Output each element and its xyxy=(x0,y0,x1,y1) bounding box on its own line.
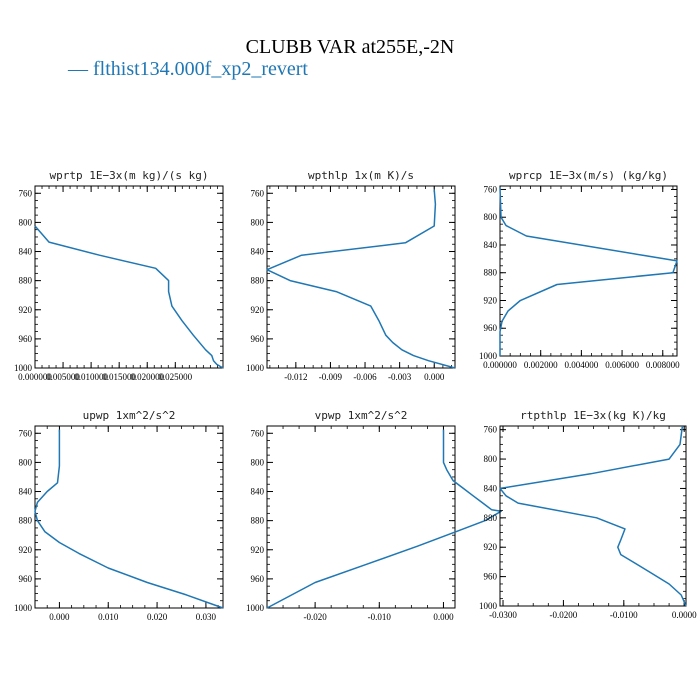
legend: — flthist134.000f_xp2_revert xyxy=(68,58,308,81)
x-tick-label: -0.003 xyxy=(388,372,412,382)
x-tick-label: 0.000000 xyxy=(483,360,517,370)
panel-title: upwp 1xm^2/s^2 xyxy=(83,409,176,422)
y-tick-label: 960 xyxy=(484,572,498,582)
plot-frame xyxy=(499,425,687,607)
x-tick-label: 0.010 xyxy=(98,612,119,622)
panel-vpwp: vpwp 1xm^2/s^2 760 800 840 880 920 960 1000 -0.0… xyxy=(246,409,502,622)
x-tick-label: 0.000 xyxy=(424,372,445,382)
series-line xyxy=(266,189,456,369)
y-tick-label: 840 xyxy=(19,247,33,257)
panel-wpthlp: wpthlp 1x(m K)/s 760 800 840 880 920 960 1000 -0… xyxy=(246,169,456,382)
x-tick-label: 0.025000 xyxy=(158,372,192,382)
y-tick-label: 1000 xyxy=(14,363,33,373)
x-tick-label: -0.020 xyxy=(303,612,327,622)
y-tick-label: 960 xyxy=(251,334,265,344)
y-tick-label: 800 xyxy=(19,217,33,227)
x-tick-label: -0.0100 xyxy=(610,610,638,620)
series-line xyxy=(34,225,224,369)
y-tick-label: 880 xyxy=(251,516,265,526)
y-tick-label: 840 xyxy=(251,247,265,257)
x-tick-label: 0.000 xyxy=(433,612,454,622)
panel-rtpthlp: rtpthlp 1E−3x(kg K)/kg 760 800 840 880 920 960… xyxy=(479,409,697,620)
y-tick-label: 800 xyxy=(251,457,265,467)
y-tick-label: 880 xyxy=(484,513,498,523)
y-tick-label: 1000 xyxy=(479,351,498,361)
panel-title: wpthlp 1x(m K)/s xyxy=(308,169,414,182)
panel-title: wprcp 1E−3x(m/s) (kg/kg) xyxy=(509,169,668,182)
plot-frame xyxy=(34,425,224,609)
y-tick-label: 840 xyxy=(484,483,498,493)
series-line xyxy=(499,425,687,607)
plot-frame xyxy=(34,185,224,369)
y-tick-label: 920 xyxy=(251,305,265,315)
y-tick-label: 760 xyxy=(484,425,498,435)
series-line xyxy=(266,429,502,609)
y-tick-label: 880 xyxy=(251,276,265,286)
panel-title: wprtp 1E−3x(m kg)/(s kg) xyxy=(50,169,209,182)
y-tick-label: 920 xyxy=(484,295,498,305)
x-tick-label: 0.010000 xyxy=(74,372,108,382)
panel-wprcp: wprcp 1E−3x(m/s) (kg/kg) 760 800 840 880 920 9… xyxy=(479,169,680,370)
y-tick-label: 1000 xyxy=(479,601,498,611)
panel-upwp: upwp 1xm^2/s^2 760 800 840 880 920 960 1000 0.00… xyxy=(14,409,224,622)
plot-frame xyxy=(266,425,456,609)
y-tick-label: 840 xyxy=(484,240,498,250)
y-tick-label: 840 xyxy=(251,487,265,497)
x-tick-label: 0.0000 xyxy=(672,610,697,620)
y-tick-label: 1000 xyxy=(14,603,33,613)
x-tick-label: 0.000000 xyxy=(18,372,52,382)
y-tick-label: 760 xyxy=(251,188,265,198)
plot-frame xyxy=(499,185,678,357)
x-tick-label: -0.009 xyxy=(319,372,343,382)
x-tick-label: 0.015000 xyxy=(102,372,136,382)
y-tick-label: 920 xyxy=(19,305,33,315)
legend-label: flthist134.000f_xp2_revert xyxy=(93,58,308,80)
main-title: CLUBB VAR at255E,-2N xyxy=(245,36,455,58)
x-tick-label: 0.008000 xyxy=(646,360,680,370)
x-tick-label: 0.004000 xyxy=(565,360,599,370)
x-tick-label: 0.005000 xyxy=(46,372,80,382)
y-tick-label: 920 xyxy=(19,545,33,555)
y-tick-label: 960 xyxy=(19,334,33,344)
y-tick-label: 960 xyxy=(251,574,265,584)
y-tick-label: 880 xyxy=(19,516,33,526)
y-tick-label: 760 xyxy=(251,428,265,438)
x-tick-label: 0.020000 xyxy=(130,372,164,382)
y-tick-label: 920 xyxy=(251,545,265,555)
y-tick-label: 840 xyxy=(19,487,33,497)
series-line xyxy=(499,187,678,356)
y-tick-label: 920 xyxy=(484,542,498,552)
y-tick-label: 1000 xyxy=(246,363,265,373)
panel-wprtp: wprtp 1E−3x(m kg)/(s kg) 760 800 840 880 920 9… xyxy=(14,169,224,382)
x-tick-label: 0.020 xyxy=(147,612,168,622)
y-tick-label: 880 xyxy=(19,276,33,286)
panel-title: rtpthlp 1E−3x(kg K)/kg xyxy=(520,409,666,422)
panel-title: vpwp 1xm^2/s^2 xyxy=(315,409,408,422)
x-tick-label: 0.000 xyxy=(49,612,70,622)
y-tick-label: 960 xyxy=(19,574,33,584)
series-line xyxy=(34,429,224,609)
y-tick-label: 880 xyxy=(484,268,498,278)
x-tick-label: -0.010 xyxy=(368,612,392,622)
y-tick-label: 800 xyxy=(251,217,265,227)
y-tick-label: 760 xyxy=(19,188,33,198)
legend-line-icon: — xyxy=(68,58,88,80)
y-tick-label: 800 xyxy=(19,457,33,467)
x-tick-label: 0.002000 xyxy=(524,360,558,370)
y-tick-label: 760 xyxy=(484,184,498,194)
y-tick-label: 960 xyxy=(484,323,498,333)
x-tick-label: -0.0200 xyxy=(550,610,578,620)
x-tick-label: -0.0300 xyxy=(489,610,517,620)
x-tick-label: -0.006 xyxy=(353,372,377,382)
y-tick-label: 760 xyxy=(19,428,33,438)
x-tick-label: -0.012 xyxy=(284,372,307,382)
y-tick-label: 1000 xyxy=(246,603,265,613)
plot-frame xyxy=(266,185,456,369)
x-tick-label: 0.006000 xyxy=(605,360,639,370)
y-tick-label: 800 xyxy=(484,454,498,464)
x-tick-label: 0.030 xyxy=(196,612,217,622)
y-tick-label: 800 xyxy=(484,212,498,222)
